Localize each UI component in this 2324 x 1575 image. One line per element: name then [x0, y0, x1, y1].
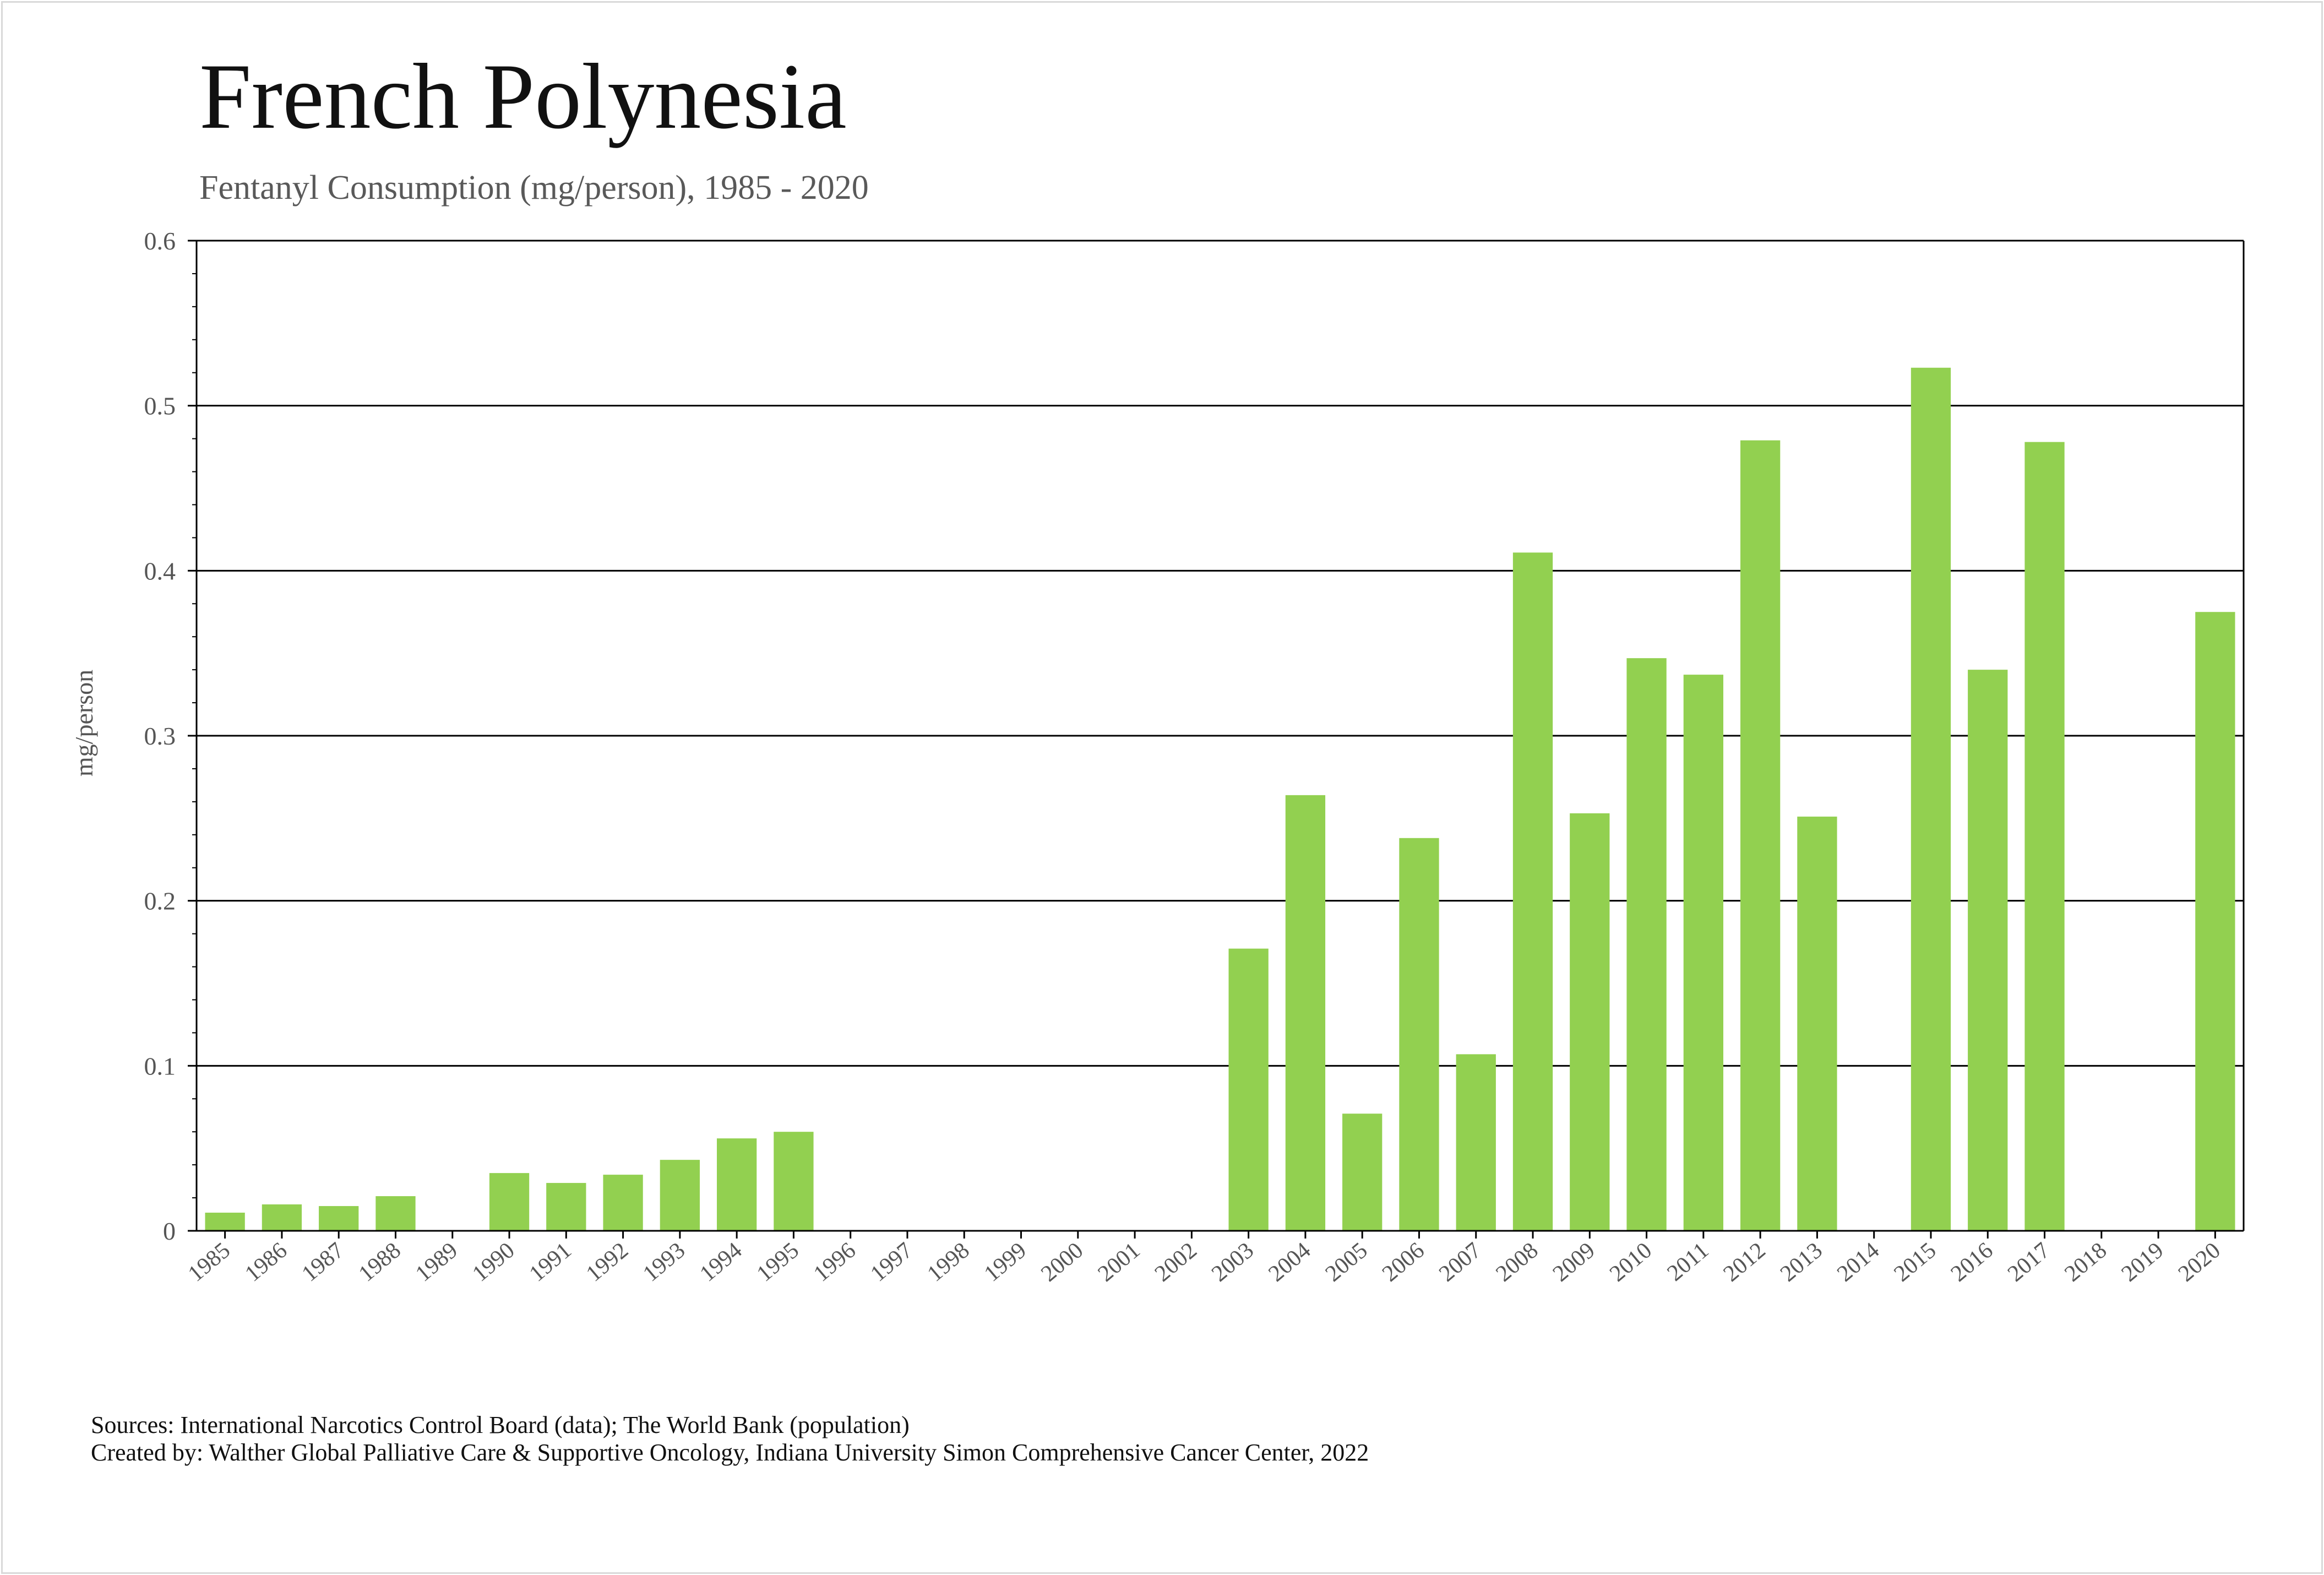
bar-2004: [1285, 795, 1326, 1231]
x-tick-labels: 1985 1986 1987 1988 1989 1990 1991 1992 1993 1994…: [183, 1237, 2225, 1286]
bar-1985: [205, 1213, 245, 1231]
bar-2013: [1797, 816, 1837, 1231]
x-tick-label: 2015: [1889, 1237, 1941, 1286]
sources-note: Sources: International Narcotics Control…: [91, 1411, 910, 1438]
x-tick-label: 1986: [240, 1237, 292, 1286]
x-tick-label: 1992: [581, 1237, 633, 1286]
x-tick-label: 2016: [1946, 1237, 1998, 1286]
axes: [188, 240, 2245, 1239]
x-tick-label: 2004: [1264, 1237, 1315, 1286]
x-tick-label: 2002: [1150, 1237, 1202, 1286]
x-tick-label: 1996: [809, 1237, 861, 1286]
x-tick-label: 2018: [2060, 1237, 2111, 1286]
x-tick-label: 1997: [866, 1237, 917, 1286]
bar-2008: [1512, 552, 1553, 1231]
y-tick-label: 0.1: [144, 1052, 176, 1080]
y-tick-label: 0.4: [144, 557, 176, 585]
x-tick-label: 1994: [695, 1237, 747, 1286]
x-tick-label: 1999: [979, 1237, 1031, 1286]
x-tick-label: 1993: [638, 1237, 690, 1286]
chart-subtitle: Fentanyl Consumption (mg/person), 1985 -…: [199, 169, 869, 207]
x-tick-label: 2020: [2174, 1237, 2225, 1286]
bar-1990: [489, 1173, 530, 1231]
x-tick-label: 2012: [1719, 1237, 1771, 1286]
bar-1986: [262, 1204, 302, 1231]
x-tick-label: 2013: [1776, 1237, 1827, 1286]
bar-2016: [1968, 670, 2008, 1231]
y-tick-label: 0.6: [144, 227, 176, 255]
bar-1991: [546, 1183, 586, 1231]
x-tick-label: 2003: [1207, 1237, 1259, 1286]
x-tick-label: 1989: [411, 1237, 462, 1286]
x-tick-label: 2019: [2117, 1237, 2169, 1286]
bar-1987: [319, 1206, 359, 1231]
bar-2015: [1911, 367, 1951, 1231]
x-tick-label: 2008: [1492, 1237, 1543, 1286]
bar-1993: [660, 1160, 700, 1231]
x-tick-label: 2000: [1036, 1237, 1088, 1286]
y-tick-label: 0.2: [144, 887, 176, 915]
bar-2010: [1626, 658, 1667, 1231]
bar-2011: [1683, 675, 1724, 1231]
bar-2007: [1456, 1054, 1496, 1231]
bar-1994: [716, 1138, 757, 1231]
created-by-note: Created by: Walther Global Palliative Ca…: [91, 1439, 1369, 1466]
x-tick-label: 2017: [2003, 1237, 2055, 1286]
bar-2017: [2024, 442, 2065, 1231]
y-tick-labels: 0 0.1 0.2 0.3 0.4 0.5 0.6: [144, 227, 176, 1245]
y-tick-label: 0.5: [144, 392, 176, 420]
bar-2005: [1342, 1114, 1383, 1231]
x-tick-label: 2001: [1093, 1237, 1145, 1286]
bar-2006: [1399, 838, 1439, 1231]
bar-1995: [774, 1132, 814, 1231]
x-tick-label: 1995: [752, 1237, 804, 1286]
bar-1992: [603, 1175, 643, 1231]
x-tick-label: 1987: [297, 1237, 349, 1286]
y-axis-title: mg/person: [70, 670, 98, 776]
x-tick-label: 2007: [1434, 1237, 1486, 1286]
gridlines: [197, 405, 2244, 1067]
bar-2003: [1228, 948, 1269, 1231]
bar-2009: [1570, 813, 1610, 1231]
bar-1988: [375, 1196, 416, 1231]
y-tick-label: 0: [163, 1217, 176, 1245]
x-tick-label: 1998: [923, 1237, 975, 1286]
x-tick-label: 1990: [468, 1237, 520, 1286]
bar-2020: [2195, 612, 2235, 1231]
x-tick-label: 2009: [1548, 1237, 1600, 1286]
chart-title: French Polynesia: [199, 45, 847, 148]
y-tick-label: 0.3: [144, 722, 176, 750]
x-tick-label: 2011: [1663, 1237, 1714, 1286]
bar-2012: [1740, 440, 1781, 1231]
x-tick-label: 1985: [183, 1237, 235, 1286]
x-tick-label: 1991: [525, 1237, 576, 1286]
x-tick-label: 2014: [1832, 1237, 1884, 1286]
x-tick-label: 2005: [1321, 1237, 1373, 1286]
x-tick-label: 2010: [1605, 1237, 1657, 1286]
x-tick-label: 1988: [354, 1237, 406, 1286]
x-tick-label: 2006: [1378, 1237, 1429, 1286]
bars: [205, 367, 2235, 1231]
